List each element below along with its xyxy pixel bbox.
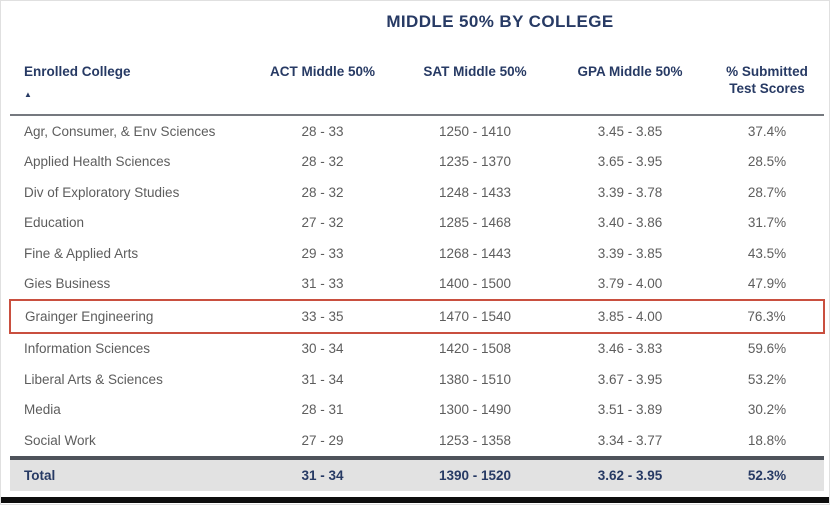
- table-row: Applied Health Sciences 28 - 32 1235 - 1…: [10, 147, 824, 178]
- cell-gpa: 3.51 - 3.89: [597, 402, 663, 418]
- cell-gpa: 3.40 - 3.86: [597, 215, 663, 231]
- column-header-sat[interactable]: SAT Middle 50%: [400, 56, 550, 116]
- cell-act: 31 - 34: [301, 371, 344, 387]
- cell-submitted: 76.3%: [710, 299, 825, 334]
- column-header-gpa[interactable]: GPA Middle 50%: [550, 56, 710, 116]
- cell-sat: 1470 - 1540: [400, 299, 550, 334]
- cell-act: 28 - 32: [301, 184, 344, 200]
- cell-college: Grainger Engineering: [9, 299, 245, 334]
- table-row: Grainger Engineering 33 - 35 1470 - 1540…: [9, 299, 825, 334]
- cell-gpa: 3.46 - 3.83: [597, 341, 663, 357]
- column-header-label: Enrolled College: [24, 64, 131, 79]
- cell-act: 30 - 34: [301, 341, 344, 357]
- cell-gpa: 3.39 - 3.78: [597, 184, 663, 200]
- cell-act: 31 - 33: [301, 276, 344, 292]
- bottom-border-bar: [1, 497, 829, 503]
- cell-gpa: 3.39 - 3.85: [597, 245, 663, 261]
- cell-college: Liberal Arts & Sciences: [24, 371, 163, 387]
- total-submitted: 52.3%: [710, 455, 824, 491]
- table-row: Information Sciences 30 - 34 1420 - 1508…: [10, 333, 824, 365]
- cell-submitted: 31.7%: [747, 215, 787, 231]
- column-header-act[interactable]: ACT Middle 50%: [245, 56, 400, 116]
- cell-submitted: 37.4%: [747, 123, 787, 139]
- cell-submitted: 18.8%: [747, 432, 787, 448]
- cell-college: Applied Health Sciences: [24, 154, 171, 170]
- cell-sat: 1253 - 1358: [438, 432, 512, 448]
- column-header-submitted[interactable]: % Submitted Test Scores: [710, 56, 824, 116]
- cell-college: Div of Exploratory Studies: [24, 184, 180, 200]
- total-act: 31 - 34: [245, 455, 400, 491]
- table-row: Fine & Applied Arts 29 - 33 1268 - 1443 …: [10, 238, 824, 269]
- cell-sat: 1248 - 1433: [438, 184, 512, 200]
- cell-college: Agr, Consumer, & Env Sciences: [24, 123, 216, 139]
- cell-sat: 1300 - 1490: [438, 402, 512, 418]
- table-row: Div of Exploratory Studies 28 - 32 1248 …: [10, 177, 824, 208]
- cell-submitted: 43.5%: [747, 245, 787, 261]
- cell-sat: 1268 - 1443: [438, 245, 512, 261]
- page-title: MIDDLE 50% BY COLLEGE: [386, 12, 614, 31]
- total-sat: 1390 - 1520: [400, 455, 550, 491]
- total-label: Total: [10, 455, 245, 491]
- table-row: Social Work 27 - 29 1253 - 1358 3.34 - 3…: [10, 425, 824, 458]
- college-stats-table: Enrolled College ▲ ACT Middle 50% SAT Mi…: [9, 56, 825, 491]
- cell-gpa: 3.34 - 3.77: [597, 432, 663, 448]
- cell-act: 28 - 31: [301, 402, 344, 418]
- cell-submitted: 28.5%: [747, 154, 787, 170]
- column-header-enrolled-college[interactable]: Enrolled College ▲: [10, 56, 245, 116]
- cell-act: 29 - 33: [301, 245, 344, 261]
- cell-sat: 1250 - 1410: [438, 123, 512, 139]
- cell-sat: 1400 - 1500: [438, 276, 512, 292]
- cell-sat: 1380 - 1510: [438, 371, 512, 387]
- cell-submitted: 47.9%: [747, 276, 787, 292]
- cell-college: Media: [24, 402, 61, 418]
- table-body: Agr, Consumer, & Env Sciences 28 - 33 12…: [9, 115, 825, 458]
- cell-submitted: 59.6%: [747, 341, 787, 357]
- cell-sat: 1420 - 1508: [438, 341, 512, 357]
- cell-act: 27 - 29: [301, 432, 344, 448]
- cell-submitted: 28.7%: [747, 184, 787, 200]
- cell-gpa: 3.65 - 3.95: [597, 154, 663, 170]
- header-row: Enrolled College ▲ ACT Middle 50% SAT Mi…: [10, 56, 824, 116]
- cell-act: 33 - 35: [245, 299, 400, 334]
- cell-college: Education: [24, 215, 85, 231]
- cell-act: 28 - 33: [301, 123, 344, 139]
- cell-gpa: 3.79 - 4.00: [597, 276, 663, 292]
- cell-act: 28 - 32: [301, 154, 344, 170]
- table-row: Agr, Consumer, & Env Sciences 28 - 33 12…: [10, 115, 824, 147]
- cell-act: 27 - 32: [301, 215, 344, 231]
- cell-submitted: 30.2%: [747, 402, 787, 418]
- table-row: Education 27 - 32 1285 - 1468 3.40 - 3.8…: [10, 208, 824, 239]
- table-row: Liberal Arts & Sciences 31 - 34 1380 - 1…: [10, 364, 824, 395]
- total-gpa: 3.62 - 3.95: [550, 455, 710, 491]
- sort-ascending-icon: ▲: [24, 89, 32, 99]
- cell-sat: 1235 - 1370: [438, 154, 512, 170]
- cell-college: Social Work: [24, 432, 96, 448]
- cell-submitted: 53.2%: [747, 371, 787, 387]
- cell-college: Information Sciences: [24, 341, 151, 357]
- table-row: Media 28 - 31 1300 - 1490 3.51 - 3.89 30…: [10, 395, 824, 426]
- total-row: Total 31 - 34 1390 - 1520 3.62 - 3.95 52…: [10, 455, 824, 491]
- table-row: Gies Business 31 - 33 1400 - 1500 3.79 -…: [10, 269, 824, 301]
- cell-gpa: 3.67 - 3.95: [597, 371, 663, 387]
- cell-sat: 1285 - 1468: [438, 215, 512, 231]
- cell-college: Gies Business: [24, 276, 111, 292]
- cell-gpa: 3.85 - 4.00: [550, 299, 710, 334]
- cell-college: Fine & Applied Arts: [24, 245, 139, 261]
- cell-gpa: 3.45 - 3.85: [597, 123, 663, 139]
